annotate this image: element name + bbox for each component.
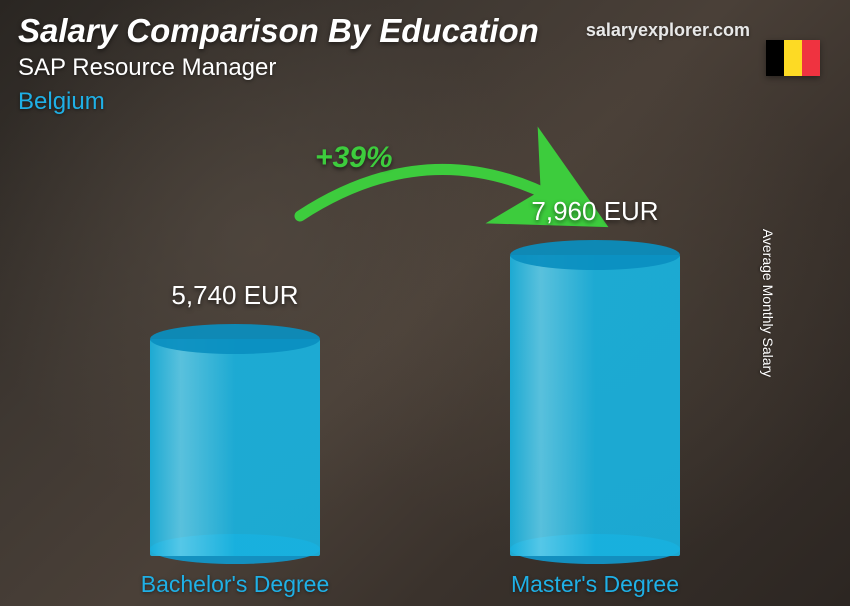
bar-value-label: 5,740 EUR [125,280,345,311]
flag-stripe-black [766,40,784,76]
chart-title: Salary Comparison By Education [18,12,539,50]
y-axis-label: Average Monthly Salary [760,229,776,377]
percent-increase-label: +39% [315,141,393,175]
bar-1: 7,960 EURMaster's Degree [510,255,680,556]
bar-value-label: 7,960 EUR [485,196,705,227]
watermark-text: salaryexplorer.com [586,20,750,41]
flag-stripe-red [802,40,820,76]
country-label: Belgium [18,88,105,116]
bar-body [510,255,680,556]
chart-subtitle: SAP Resource Manager [18,54,276,82]
bar-0: 5,740 EURBachelor's Degree [150,339,320,556]
bar-body [150,339,320,556]
bar-category-label: Bachelor's Degree [105,571,365,598]
bar-top-ellipse [150,324,320,354]
chart-plot-area: +39% 5,740 EURBachelor's Degree7,960 EUR… [90,176,760,556]
flag-stripe-yellow [784,40,802,76]
belgium-flag-icon [766,40,820,76]
bar-category-label: Master's Degree [465,571,725,598]
